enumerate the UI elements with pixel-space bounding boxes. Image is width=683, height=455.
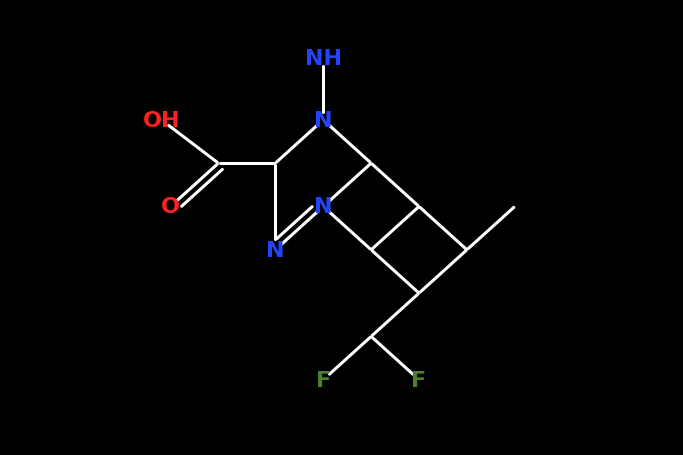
Text: OH: OH [143,111,180,131]
Text: NH: NH [305,49,342,69]
Text: F: F [316,370,331,390]
Text: O: O [161,197,180,217]
Text: F: F [411,370,427,390]
Text: N: N [266,240,285,260]
Text: N: N [314,197,333,217]
Text: N: N [314,111,333,131]
